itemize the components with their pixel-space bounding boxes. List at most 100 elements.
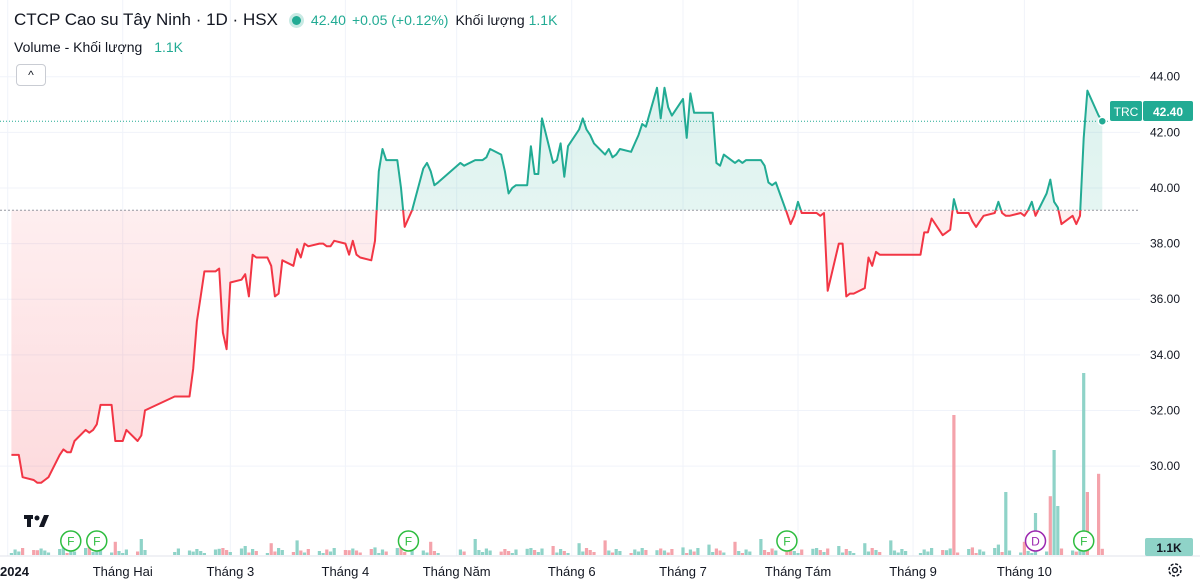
collapse-legend-button[interactable]: ^ xyxy=(16,64,46,86)
volume-bar xyxy=(944,550,949,555)
volume-bar xyxy=(1030,553,1034,555)
volume-bar xyxy=(306,549,310,555)
volume-bar xyxy=(766,552,770,555)
volume-bar xyxy=(540,548,544,555)
chart-header: CTCP Cao su Tây Ninh · 1D · HSX 42.40 +0… xyxy=(14,10,557,30)
volume-bar xyxy=(254,551,258,555)
price-axis[interactable]: 44.00 42.00 40.00 38.00 36.00 34.00 32.00 30.00 xyxy=(1150,70,1180,473)
volume-bar xyxy=(251,549,255,555)
volume-bar xyxy=(395,548,399,555)
y-tick-label: 32.00 xyxy=(1150,403,1180,417)
volume-bar xyxy=(239,548,244,555)
volume-bar xyxy=(1004,492,1008,555)
volume-value: 1.1K xyxy=(528,12,558,28)
volume-bar xyxy=(228,552,232,555)
event-marker[interactable]: F xyxy=(397,530,420,552)
price-change: +0.05 (+0.12%) xyxy=(351,12,449,28)
event-marker[interactable]: F xyxy=(776,530,798,552)
volume-bar xyxy=(243,546,247,555)
time-axis[interactable]: 2024 Tháng Hai Tháng 3 Tháng 4 Tháng Năm Thán… xyxy=(0,555,1200,579)
volume-bar xyxy=(484,548,488,555)
volume-bar xyxy=(707,544,711,555)
volume-bar xyxy=(1007,550,1012,555)
x-tick-label: Tháng 3 xyxy=(206,564,254,579)
volume-bar xyxy=(1022,541,1026,555)
volume-bar xyxy=(900,549,904,555)
volume-bar xyxy=(562,551,566,555)
volume-bar xyxy=(529,548,533,555)
volume-bar xyxy=(640,548,644,555)
volume-bar xyxy=(863,543,867,555)
volume-bar xyxy=(302,552,307,555)
volume-bar xyxy=(110,552,114,555)
volume-bar xyxy=(993,548,997,555)
x-tick-label: Tháng 10 xyxy=(997,564,1052,579)
volume-bar xyxy=(978,549,982,555)
symbol-title[interactable]: CTCP Cao su Tây Ninh · 1D · HSX xyxy=(14,10,278,29)
volume-bar xyxy=(785,551,789,555)
chevron-up-icon: ^ xyxy=(28,68,34,82)
y-tick-label: 34.00 xyxy=(1150,348,1180,362)
tradingview-logo-icon[interactable] xyxy=(24,515,49,527)
volume-bar xyxy=(1026,551,1030,555)
volume-bar xyxy=(636,551,641,555)
volume-bar xyxy=(930,548,934,555)
volume-bar xyxy=(870,548,874,555)
volume-bar xyxy=(217,548,221,555)
volume-bar xyxy=(866,551,871,555)
volume-bar xyxy=(1000,552,1004,555)
volume-bar xyxy=(46,552,51,555)
gear-icon[interactable] xyxy=(1166,561,1184,579)
last-price-dot xyxy=(1097,116,1108,126)
volume-bar xyxy=(247,552,251,555)
volume-bar xyxy=(1052,450,1056,555)
volume-bar xyxy=(822,552,826,555)
volume-bar xyxy=(1071,550,1075,555)
volume-legend[interactable]: Volume - Khối lượng 1.1K xyxy=(14,39,183,55)
volume-bar xyxy=(844,549,848,555)
volume-bar xyxy=(225,550,229,555)
event-marker[interactable]: F xyxy=(1072,530,1095,552)
volume-bar xyxy=(722,552,726,555)
event-marker[interactable]: F xyxy=(86,530,108,552)
y-tick-label: 38.00 xyxy=(1150,237,1180,251)
volume-bar xyxy=(325,549,329,555)
area-fill-below-baseline xyxy=(11,210,1103,483)
volume-bar xyxy=(581,551,585,555)
volume-bar xyxy=(9,553,13,555)
x-tick-label: Tháng 7 xyxy=(659,564,707,579)
volume-bar xyxy=(559,549,563,555)
volume-bar xyxy=(892,550,897,555)
volume-bar xyxy=(432,551,436,555)
volume-bar xyxy=(458,549,462,555)
x-tick-label: Tháng Tám xyxy=(765,564,831,579)
volume-bar xyxy=(95,548,99,555)
x-tick-label: Tháng Năm xyxy=(423,564,491,579)
event-marker[interactable]: D xyxy=(1024,530,1047,552)
volume-bar xyxy=(87,544,91,555)
volume-bar xyxy=(429,541,433,555)
volume-bar xyxy=(354,550,359,555)
area-fill-above-baseline xyxy=(376,87,1103,211)
volume-bar xyxy=(143,550,147,555)
event-marker-label: F xyxy=(93,535,100,549)
volume-bar xyxy=(514,549,518,555)
volume-bar xyxy=(826,548,830,555)
volume-bar xyxy=(796,553,800,555)
volume-bar xyxy=(662,550,667,555)
volume-bar xyxy=(58,549,62,555)
volume-bar xyxy=(789,549,793,555)
volume-bar xyxy=(711,552,715,555)
volume-bar xyxy=(629,553,633,555)
event-marker-circle xyxy=(1072,530,1095,552)
volume-bar xyxy=(13,549,17,555)
volume-bar xyxy=(139,539,143,555)
volume-legend-value: 1.1K xyxy=(154,39,183,55)
volume-bar xyxy=(733,541,737,555)
event-marker[interactable]: F xyxy=(60,530,82,552)
volume-bar xyxy=(718,550,722,555)
event-marker-circle xyxy=(86,530,108,552)
volume-bar xyxy=(770,548,774,555)
